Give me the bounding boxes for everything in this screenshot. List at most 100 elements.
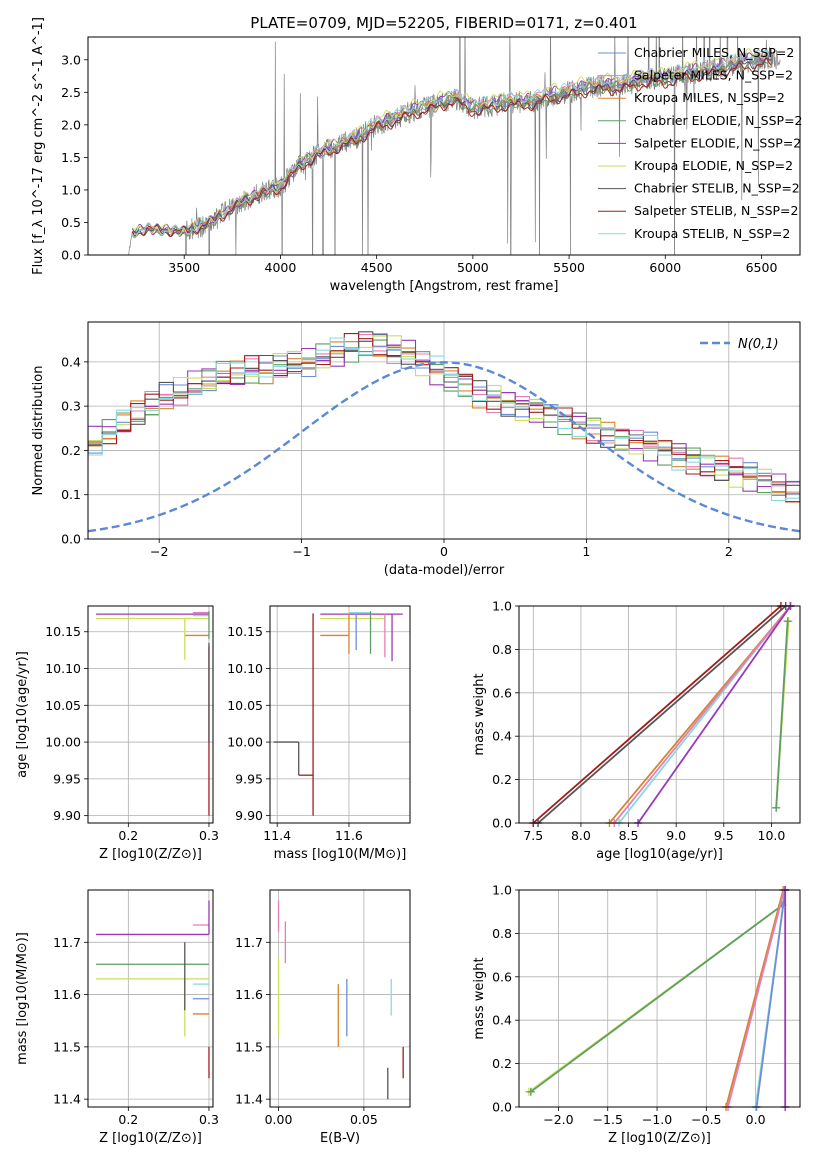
y-tick-label: 0.2 bbox=[61, 443, 81, 458]
panel-3 bbox=[266, 606, 410, 827]
x-tick-label: 9.5 bbox=[714, 828, 734, 843]
x-axis-label: (data-model)/error bbox=[384, 563, 505, 578]
y-tick-label: 0.6 bbox=[492, 969, 512, 984]
legend-suffix: , N_SSP=2 bbox=[733, 203, 798, 218]
y-tick-label: 0.1 bbox=[61, 487, 81, 502]
mass-weight-line-2 bbox=[725, 890, 785, 1107]
x-tick-label: 5500 bbox=[553, 260, 585, 275]
legend-entry: Chabrier ELODIE, N_SSP=2 bbox=[634, 113, 803, 128]
mass-weight-line-1 bbox=[537, 606, 787, 823]
x-tick-label: 2 bbox=[725, 544, 733, 559]
x-tick-label: 0.2 bbox=[118, 1112, 138, 1127]
y-tick-label: 9.95 bbox=[235, 771, 263, 786]
x-tick-label: 6500 bbox=[746, 260, 778, 275]
model-spectrum-8 bbox=[131, 49, 772, 238]
x-tick-label: 0 bbox=[440, 544, 448, 559]
x-tick-label: 0.3 bbox=[199, 1112, 219, 1127]
y-tick-label: 10.15 bbox=[45, 624, 81, 639]
x-tick-label: 4000 bbox=[265, 260, 297, 275]
mass-weight-line-1 bbox=[530, 904, 783, 1093]
axes-frame bbox=[87, 605, 214, 824]
legend-entry: Salpeter ELODIE, N_SSP=2 bbox=[634, 135, 801, 150]
mass-weight-line-5 bbox=[755, 890, 787, 1107]
y-tick-label: 11.7 bbox=[53, 935, 81, 950]
legend-suffix: , N_SSP=2 bbox=[725, 226, 790, 241]
x-axis-label: age [log10(age/yr)] bbox=[596, 847, 723, 862]
y-axis-label: mass [log10(M/M⊙)] bbox=[15, 932, 30, 1065]
residual-histogram-4 bbox=[88, 339, 800, 498]
y-tick-label: 10.10 bbox=[227, 661, 263, 676]
x-axis-label: mass [log10(M/M⊙)] bbox=[274, 847, 407, 862]
panel-1 bbox=[84, 322, 800, 543]
x-tick-label: 8.0 bbox=[571, 828, 591, 843]
legend-suffix: , N_SSP=2 bbox=[737, 113, 802, 128]
x-tick-label: 0.2 bbox=[118, 828, 138, 843]
y-tick-label: 10.00 bbox=[227, 735, 263, 750]
y-tick-label: 0.8 bbox=[492, 642, 512, 657]
axes-frame bbox=[87, 321, 801, 540]
y-tick-label: 0.0 bbox=[492, 816, 512, 831]
y-tick-label: 11.5 bbox=[53, 1039, 81, 1054]
mass-weight-point-1 bbox=[526, 1087, 535, 1096]
y-tick-label: 11.6 bbox=[53, 987, 81, 1002]
legend-suffix: , N_SSP=2 bbox=[728, 158, 793, 173]
legend-entry: Chabrier STELIB, N_SSP=2 bbox=[634, 181, 800, 196]
y-tick-label: 2.5 bbox=[61, 85, 81, 100]
model-spectrum-3 bbox=[132, 56, 772, 237]
axes-frame bbox=[269, 889, 411, 1108]
legend-entry: Salpeter STELIB, N_SSP=2 bbox=[634, 203, 798, 218]
y-tick-label: 0.4 bbox=[492, 729, 512, 744]
x-tick-label: 3500 bbox=[168, 260, 200, 275]
x-tick-label: 0.00 bbox=[265, 1112, 293, 1127]
y-tick-label: 0.6 bbox=[492, 685, 512, 700]
x-axis-label: Z [log10(Z/Z⊙)] bbox=[99, 1131, 202, 1146]
mass-weight-line-7 bbox=[775, 621, 789, 808]
x-tick-label: 5000 bbox=[457, 260, 489, 275]
mass-weight-point-7 bbox=[783, 617, 792, 626]
x-tick-label: 6000 bbox=[649, 260, 681, 275]
y-tick-label: 11.5 bbox=[235, 1039, 263, 1054]
x-tick-label: 0.05 bbox=[350, 1112, 378, 1127]
x-tick-label: 0.3 bbox=[199, 828, 219, 843]
x-tick-label: 10.0 bbox=[758, 828, 786, 843]
y-tick-label: 2.0 bbox=[61, 117, 81, 132]
x-axis-label: Z [log10(Z/Z⊙)] bbox=[608, 1131, 711, 1146]
x-tick-label: −2 bbox=[150, 544, 168, 559]
x-axis-label: wavelength [Angstrom, rest frame] bbox=[330, 279, 559, 294]
y-tick-label: 0.0 bbox=[492, 1100, 512, 1115]
axes-frame bbox=[87, 36, 801, 256]
mass-weight-line-4 bbox=[613, 606, 792, 823]
mass-weight-point-7 bbox=[772, 803, 781, 812]
legend-suffix: , N_SSP=2 bbox=[719, 90, 784, 105]
legend-suffix: , N_SSP=2 bbox=[729, 45, 794, 60]
y-axis-label: Normed distribution bbox=[31, 366, 46, 496]
legend-suffix: , N_SSP=2 bbox=[736, 135, 801, 150]
y-tick-label: 0.0 bbox=[61, 248, 81, 263]
x-tick-label: −1.5 bbox=[593, 1112, 623, 1127]
axes-frame bbox=[87, 889, 214, 1108]
residual-histogram-8 bbox=[88, 337, 800, 502]
y-tick-label: 10.15 bbox=[227, 624, 263, 639]
y-tick-label: 1.0 bbox=[492, 599, 512, 614]
y-axis-label: mass weight bbox=[472, 957, 487, 1039]
residual-histogram-1 bbox=[88, 334, 800, 507]
y-tick-label: 3.0 bbox=[61, 52, 81, 67]
residual-histogram-2 bbox=[88, 341, 800, 503]
legend-entry: Salpeter MILES, N_SSP=2 bbox=[634, 68, 793, 83]
y-axis-label: age [log10(age/yr)] bbox=[15, 651, 30, 778]
panel-5 bbox=[84, 890, 213, 1111]
y-tick-label: 9.90 bbox=[53, 808, 81, 823]
y-tick-label: 0.0 bbox=[61, 532, 81, 547]
y-tick-label: 10.10 bbox=[45, 661, 81, 676]
y-axis-label: mass weight bbox=[472, 673, 487, 755]
x-tick-label: −0.5 bbox=[691, 1112, 721, 1127]
y-axis-label: Flux [f_λ 10^-17 erg cm^-2 s^-1 A^-1] bbox=[31, 17, 46, 275]
model-spectrum-5 bbox=[132, 48, 772, 236]
y-tick-label: 11.4 bbox=[235, 1092, 263, 1107]
y-tick-label: 10.00 bbox=[45, 735, 81, 750]
x-tick-label: 4500 bbox=[361, 260, 393, 275]
y-tick-label: 0.2 bbox=[492, 772, 512, 787]
axes-frame bbox=[269, 605, 411, 824]
panel-2 bbox=[84, 606, 213, 827]
x-tick-label: 11.6 bbox=[335, 828, 363, 843]
